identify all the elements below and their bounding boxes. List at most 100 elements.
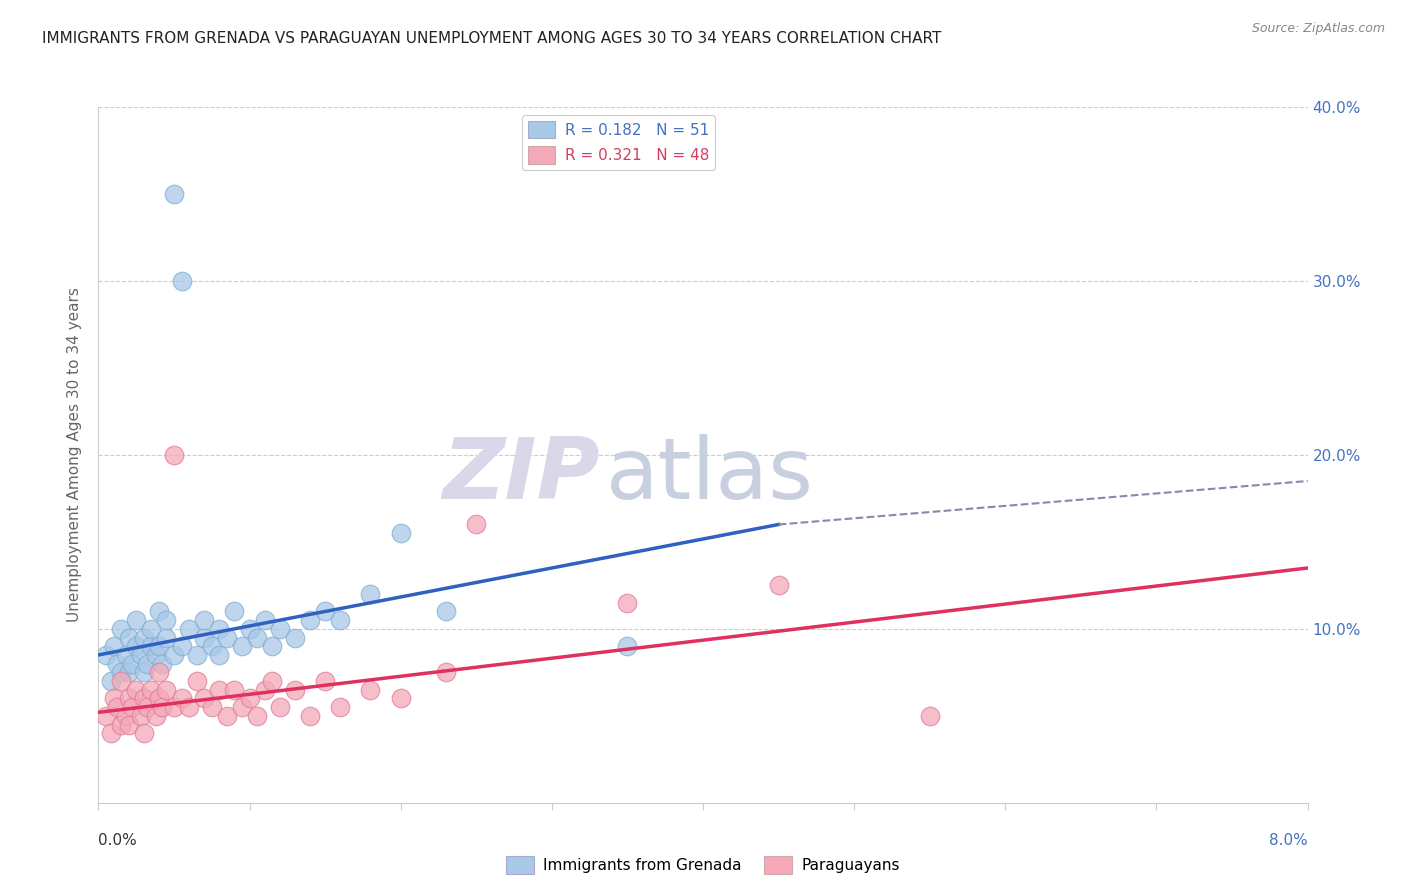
- Point: [239, 622, 262, 636]
- Point: [132, 665, 155, 680]
- Legend: Immigrants from Grenada, Paraguayans: Immigrants from Grenada, Paraguayans: [501, 850, 905, 880]
- Point: [163, 448, 186, 462]
- Point: [145, 708, 167, 723]
- Point: [299, 613, 322, 627]
- Point: [110, 717, 132, 731]
- Point: [314, 605, 336, 619]
- Point: [118, 631, 141, 645]
- Point: [389, 526, 412, 541]
- Point: [253, 682, 276, 697]
- Point: [163, 648, 186, 662]
- Point: [121, 657, 143, 671]
- Point: [118, 691, 141, 706]
- Point: [360, 587, 382, 601]
- Text: Source: ZipAtlas.com: Source: ZipAtlas.com: [1251, 22, 1385, 36]
- Point: [94, 648, 117, 662]
- Point: [329, 613, 352, 627]
- Point: [208, 682, 231, 697]
- Point: [299, 708, 322, 723]
- Point: [314, 674, 336, 689]
- Point: [170, 274, 193, 288]
- Point: [155, 613, 177, 627]
- Point: [918, 708, 941, 723]
- Point: [145, 648, 167, 662]
- Point: [105, 657, 128, 671]
- Point: [262, 674, 284, 689]
- Point: [155, 682, 177, 697]
- Point: [118, 717, 141, 731]
- Point: [129, 648, 152, 662]
- Point: [94, 708, 117, 723]
- Point: [208, 622, 231, 636]
- Point: [114, 708, 136, 723]
- Point: [224, 682, 246, 697]
- Point: [105, 700, 128, 714]
- Point: [360, 682, 382, 697]
- Point: [246, 708, 269, 723]
- Point: [246, 631, 269, 645]
- Point: [125, 639, 148, 653]
- Point: [100, 674, 122, 689]
- Point: [284, 682, 307, 697]
- Point: [141, 682, 163, 697]
- Point: [193, 691, 215, 706]
- Point: [148, 665, 170, 680]
- Point: [224, 605, 246, 619]
- Point: [179, 622, 201, 636]
- Point: [239, 691, 262, 706]
- Point: [118, 665, 141, 680]
- Point: [103, 691, 125, 706]
- Point: [125, 613, 148, 627]
- Point: [141, 639, 163, 653]
- Point: [329, 700, 352, 714]
- Point: [150, 700, 173, 714]
- Point: [465, 517, 488, 532]
- Point: [170, 639, 193, 653]
- Point: [616, 596, 638, 610]
- Point: [269, 700, 291, 714]
- Y-axis label: Unemployment Among Ages 30 to 34 years: Unemployment Among Ages 30 to 34 years: [67, 287, 83, 623]
- Point: [103, 639, 125, 653]
- Point: [262, 639, 284, 653]
- Point: [193, 613, 215, 627]
- Point: [135, 700, 157, 714]
- Point: [132, 691, 155, 706]
- Text: ZIP: ZIP: [443, 434, 600, 517]
- Point: [201, 700, 224, 714]
- Point: [150, 657, 173, 671]
- Point: [141, 622, 163, 636]
- Text: 8.0%: 8.0%: [1268, 832, 1308, 847]
- Point: [231, 639, 253, 653]
- Point: [110, 674, 132, 689]
- Point: [179, 700, 201, 714]
- Point: [163, 700, 186, 714]
- Point: [434, 605, 457, 619]
- Point: [132, 631, 155, 645]
- Point: [616, 639, 638, 653]
- Point: [148, 639, 170, 653]
- Point: [170, 691, 193, 706]
- Point: [208, 648, 231, 662]
- Point: [132, 726, 155, 740]
- Point: [100, 726, 122, 740]
- Point: [186, 648, 208, 662]
- Point: [186, 674, 208, 689]
- Point: [253, 613, 276, 627]
- Point: [269, 622, 291, 636]
- Point: [163, 186, 186, 201]
- Text: atlas: atlas: [606, 434, 814, 517]
- Point: [148, 605, 170, 619]
- Point: [434, 665, 457, 680]
- Point: [193, 631, 215, 645]
- Point: [155, 631, 177, 645]
- Point: [125, 682, 148, 697]
- Text: 0.0%: 0.0%: [98, 832, 138, 847]
- Point: [110, 622, 132, 636]
- Point: [389, 691, 412, 706]
- Point: [148, 691, 170, 706]
- Point: [215, 631, 238, 645]
- Point: [114, 648, 136, 662]
- Legend: R = 0.182   N = 51, R = 0.321   N = 48: R = 0.182 N = 51, R = 0.321 N = 48: [522, 115, 716, 169]
- Point: [110, 665, 132, 680]
- Point: [135, 657, 157, 671]
